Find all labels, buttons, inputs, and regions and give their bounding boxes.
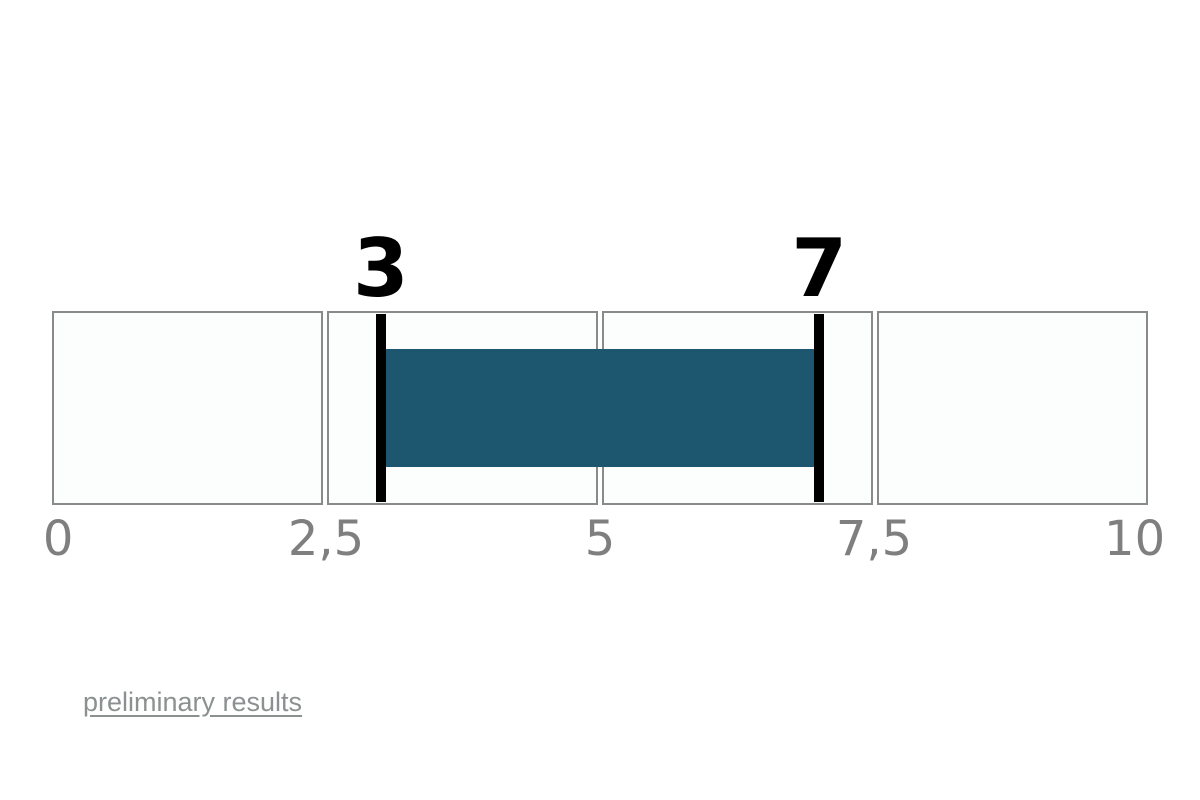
scale-segment xyxy=(877,311,1148,505)
axis-tick-label: 0 xyxy=(42,511,74,567)
axis-tick-label: 2,5 xyxy=(287,511,365,567)
range-start-label: 3 xyxy=(352,222,409,315)
range-bar xyxy=(380,349,820,467)
axis-tick-label: 10 xyxy=(1104,511,1166,567)
axis-tick-label: 5 xyxy=(584,511,616,567)
range-end-label: 7 xyxy=(791,222,848,315)
range-end-marker xyxy=(814,314,825,502)
axis-tick-label: 7,5 xyxy=(835,511,913,567)
preliminary-results-link[interactable]: preliminary results xyxy=(83,687,303,717)
range-start-marker xyxy=(375,314,386,502)
scale-segment xyxy=(52,311,323,505)
